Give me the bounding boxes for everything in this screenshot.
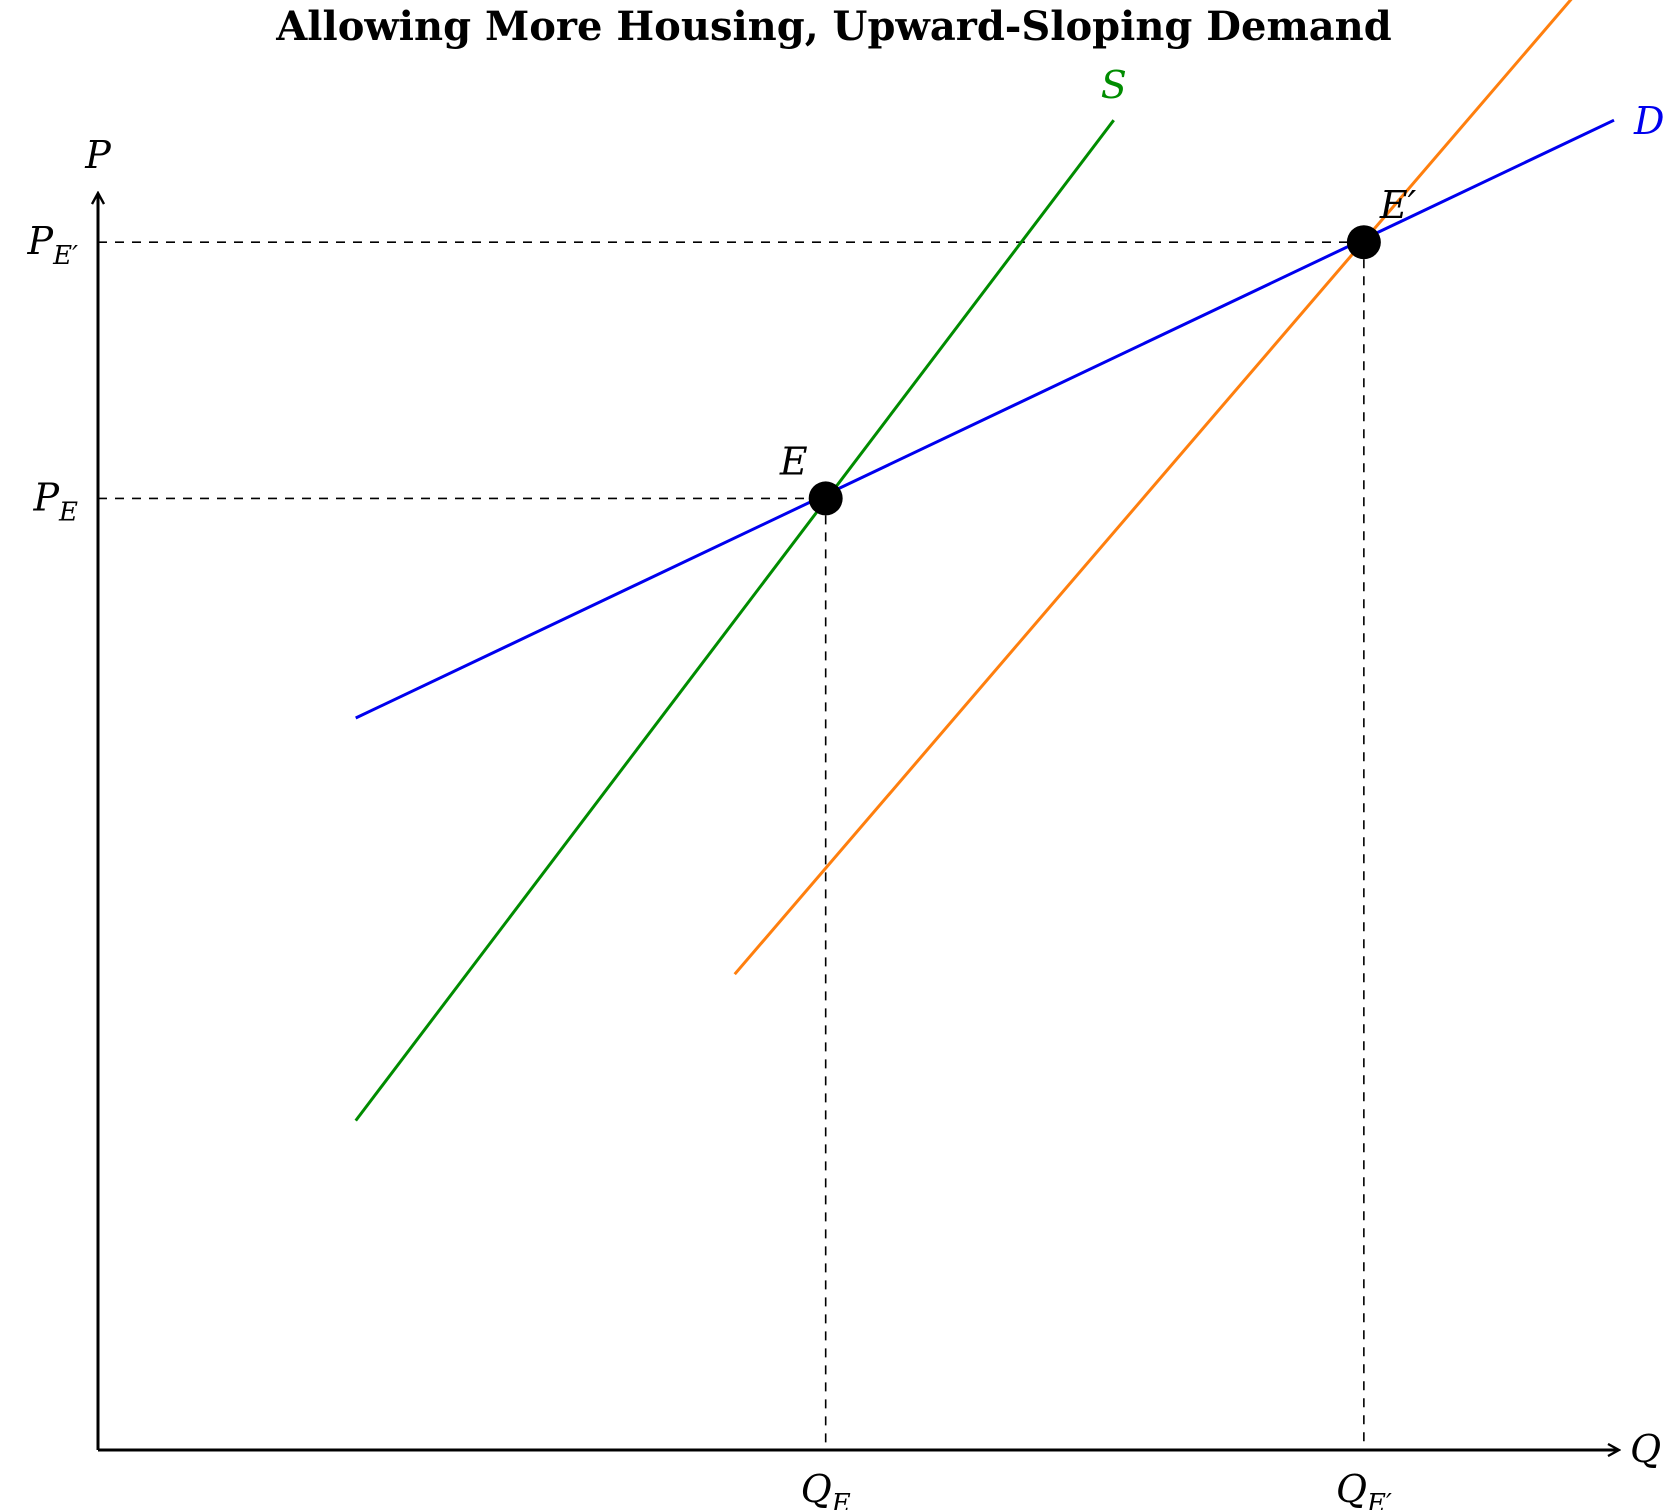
x-axis-label: Q — [1630, 1427, 1661, 1471]
y-tick-label-e-prime: PE′ — [27, 219, 79, 271]
curves — [354, 0, 1615, 1122]
y-tick-label-e-base: P — [32, 475, 60, 519]
x-tick-label-e-prime-subscript: E′ — [1366, 1489, 1392, 1510]
point-label-e-prime: E′ — [1379, 183, 1417, 227]
x-tick-label-e-prime-base: Q — [1336, 1467, 1367, 1510]
y-axis-label: P — [84, 133, 112, 177]
series-line-s — [354, 119, 1115, 1122]
series-labels: SS′D — [1101, 63, 1665, 143]
x-tick-label-e: QE — [801, 1467, 851, 1510]
dashed-guides — [98, 241, 1365, 1450]
point-e-prime — [1346, 225, 1381, 260]
y-tick-label-e-prime-base: P — [27, 219, 55, 263]
equilibrium-points: E E′ — [779, 183, 1417, 516]
chart-title: Allowing More Housing, Upward-Sloping De… — [275, 3, 1392, 50]
y-tick-label-e: PE — [32, 475, 78, 527]
series-label-d: D — [1633, 99, 1664, 143]
y-tick-label-e-prime-subscript: E′ — [52, 241, 78, 271]
x-tick-label-e-subscript: E — [831, 1489, 851, 1510]
series-line-d — [355, 118, 1615, 720]
y-tick-label-e-subscript: E — [58, 497, 78, 527]
x-tick-label-e-base: Q — [801, 1467, 832, 1510]
point-e — [808, 481, 843, 516]
series-label-s: S — [1101, 63, 1127, 107]
x-tick-label-e-prime: QE′ — [1336, 1467, 1392, 1510]
point-label-e: E — [779, 439, 808, 483]
series-line-s-prime — [733, 0, 1573, 976]
